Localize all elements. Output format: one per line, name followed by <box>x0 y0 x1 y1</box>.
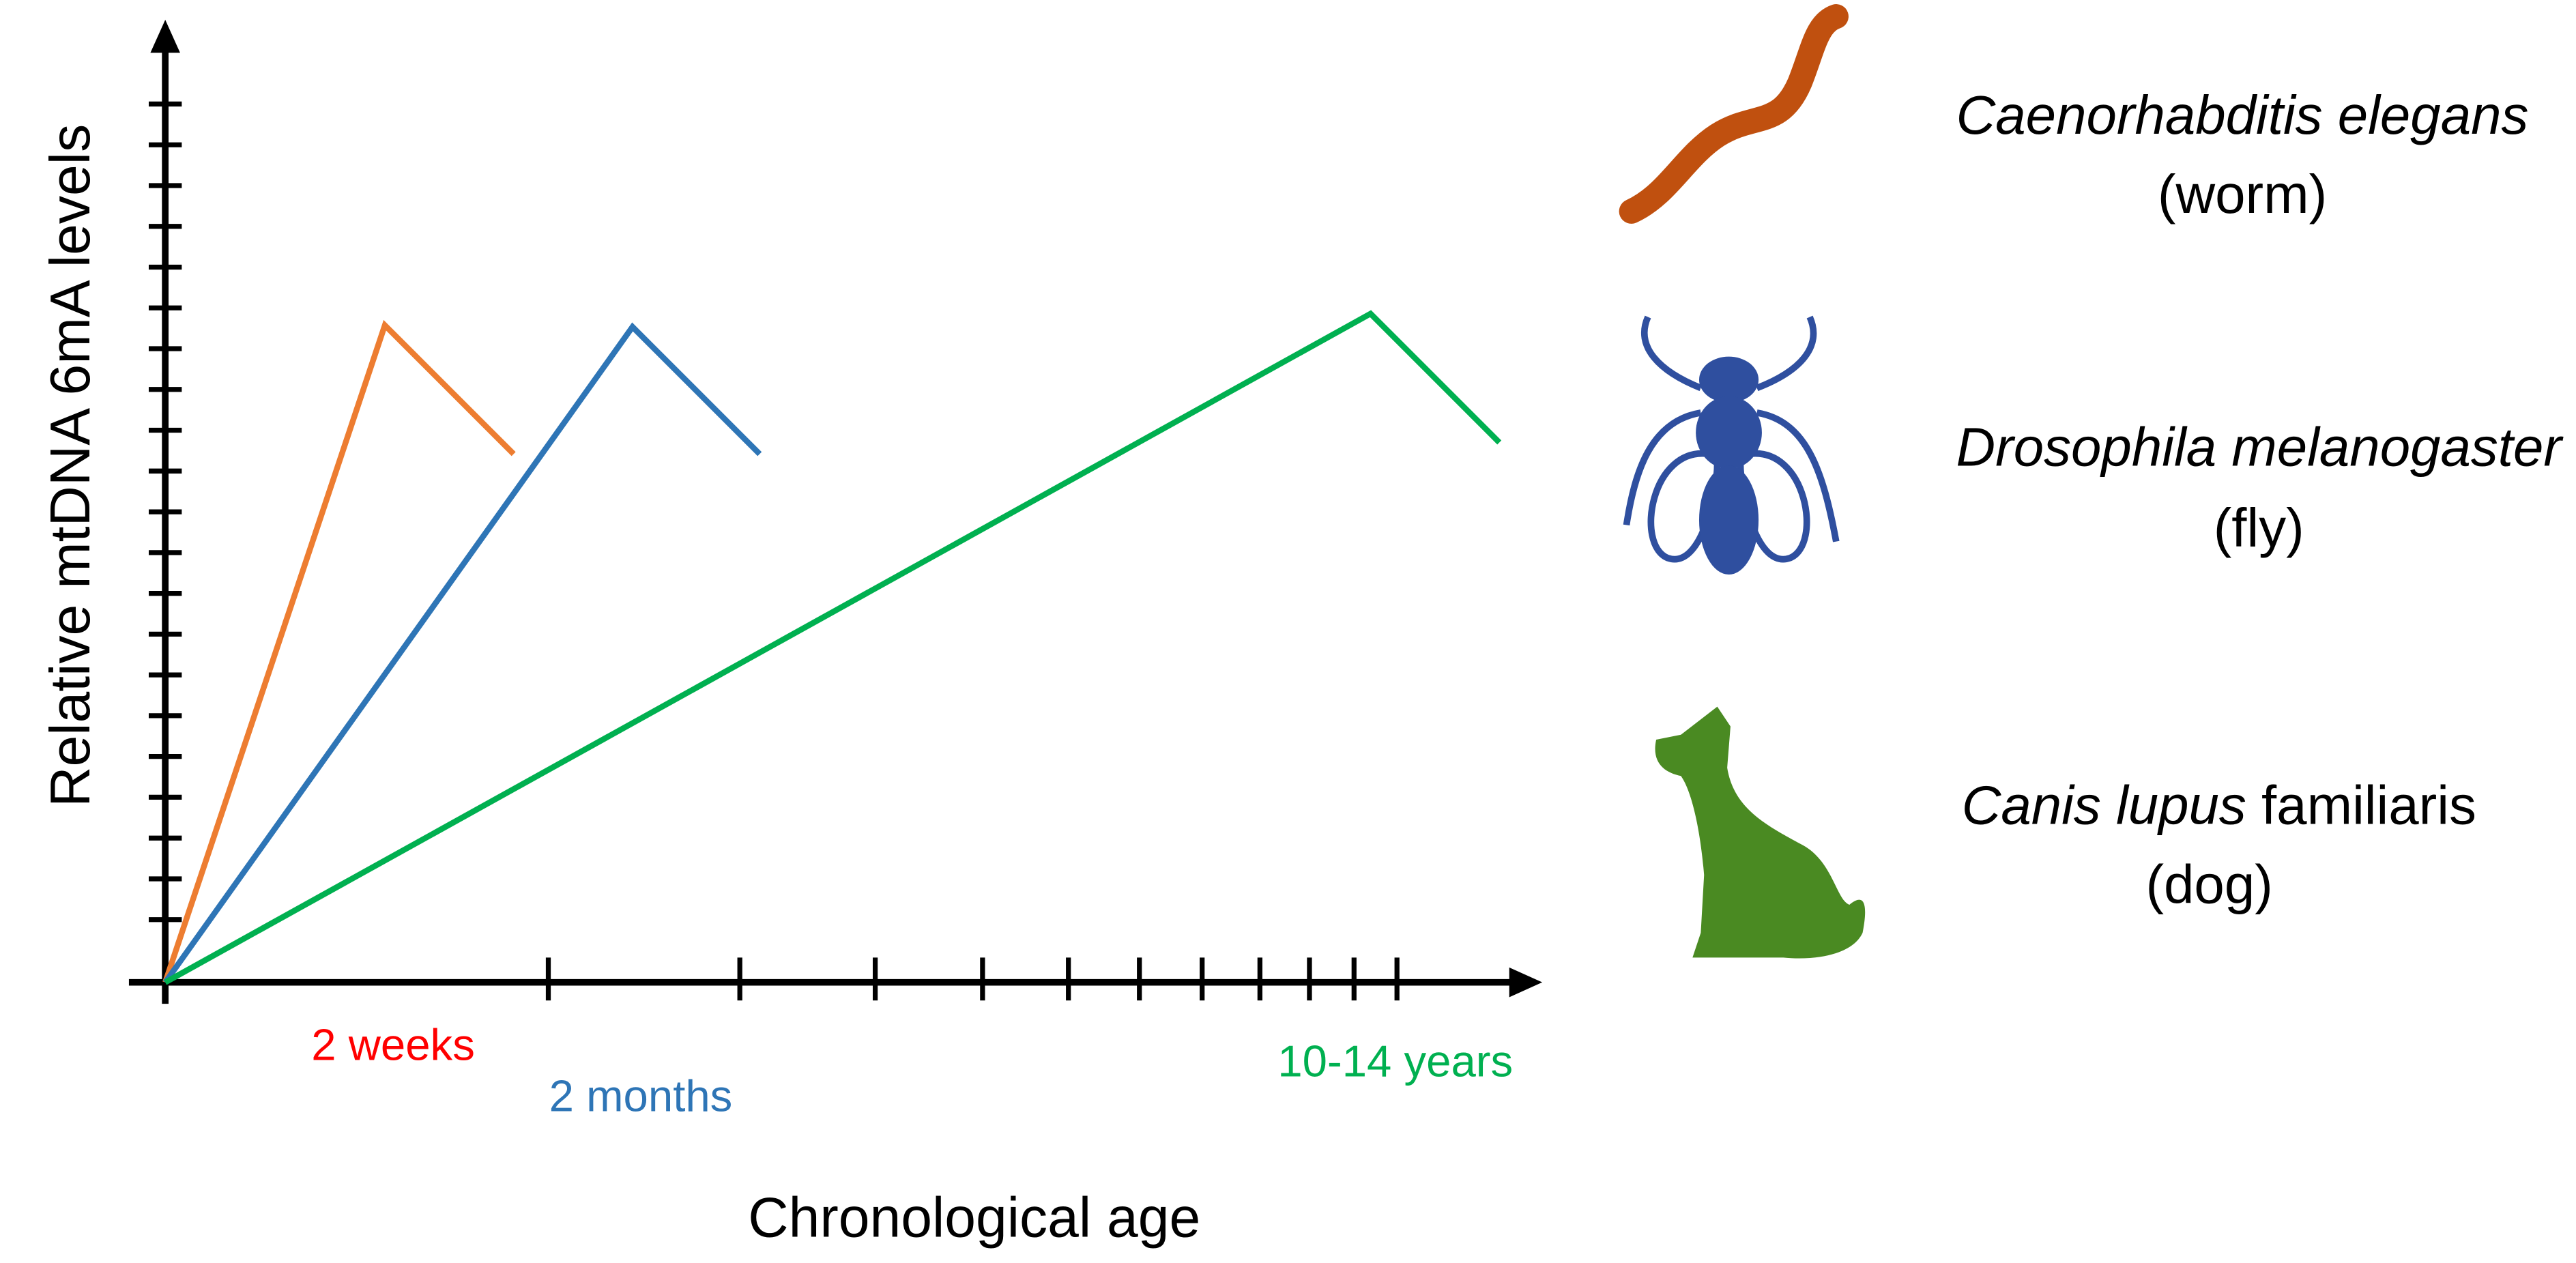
annotation: 10-14 years <box>1277 1036 1513 1086</box>
worm-curve <box>162 319 516 984</box>
species-common: (fly) <box>2214 497 2304 558</box>
dog-curve <box>164 310 1502 985</box>
axis-ticks <box>148 101 1400 1001</box>
y-axis-arrow <box>150 20 180 53</box>
annotation: 2 months <box>549 1071 733 1120</box>
x-axis-arrow <box>1509 967 1543 998</box>
fly-icon <box>1623 315 1840 575</box>
y-axis-label: Relative mtDNA 6mA levels <box>40 124 102 807</box>
species-common: (dog) <box>2145 854 2272 915</box>
species-latin: Caenorhabditis elegans <box>1956 85 2529 145</box>
dog-icon <box>1655 706 1866 959</box>
annotation: 2 weeks <box>311 1019 475 1069</box>
worm-icon <box>1619 4 1849 224</box>
species-common: (worm) <box>2158 164 2327 224</box>
x-axis-label: Chronological age <box>748 1187 1200 1249</box>
species-latin: Canis lupus familiaris <box>1962 774 2476 835</box>
species-latin-italic: Canis lupus <box>1962 774 2246 835</box>
species-latin-plain: familiaris <box>2261 774 2476 835</box>
species-latin: Drosophila melanogaster <box>1956 416 2564 477</box>
fly-curve <box>162 322 762 985</box>
